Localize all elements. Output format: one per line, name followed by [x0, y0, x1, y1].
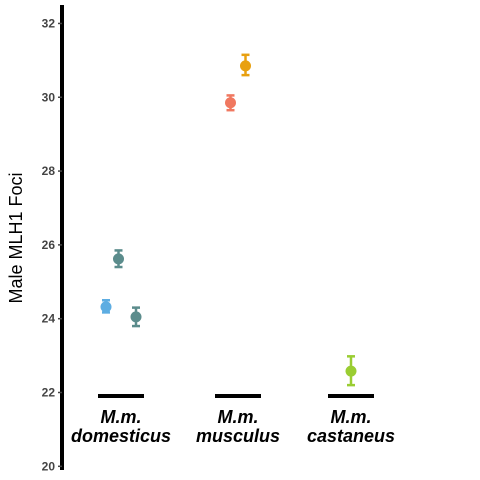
group-label-line1: M.m.: [330, 407, 371, 427]
mean-point: [345, 365, 357, 377]
y-tick-label: 20: [42, 459, 56, 473]
mean-point: [100, 301, 112, 313]
y-tick-label: 32: [42, 16, 56, 30]
data-point-with-error-bar: [225, 94, 236, 112]
y-tick-label: 22: [42, 386, 56, 400]
mean-point: [225, 97, 236, 109]
group-label-line2: castaneus: [307, 426, 395, 446]
data-point-with-error-bar: [113, 249, 124, 269]
group-label-line1: M.m.: [217, 407, 258, 427]
y-axis-title: Male MLH1 Foci: [6, 172, 26, 303]
y-tick-label: 28: [42, 164, 56, 178]
group-label-line1: M.m.: [100, 407, 141, 427]
y-tick-label: 30: [42, 90, 56, 104]
mean-point: [113, 253, 124, 265]
y-tick-label: 24: [42, 312, 56, 326]
mean-point: [130, 311, 142, 323]
data-point-with-error-bar: [130, 306, 142, 328]
data-point-with-error-bar: [240, 53, 251, 77]
group-label-line2: domesticus: [71, 426, 171, 446]
data-point-with-error-bar: [100, 298, 112, 314]
data-points: [100, 53, 357, 387]
y-axis-ticks: 20 22 24 26 28 30 32: [42, 16, 62, 473]
data-point-with-error-bar: [345, 355, 357, 387]
y-tick-label: 26: [42, 238, 56, 252]
group-label-line2: musculus: [196, 426, 280, 446]
mean-point: [240, 60, 251, 72]
